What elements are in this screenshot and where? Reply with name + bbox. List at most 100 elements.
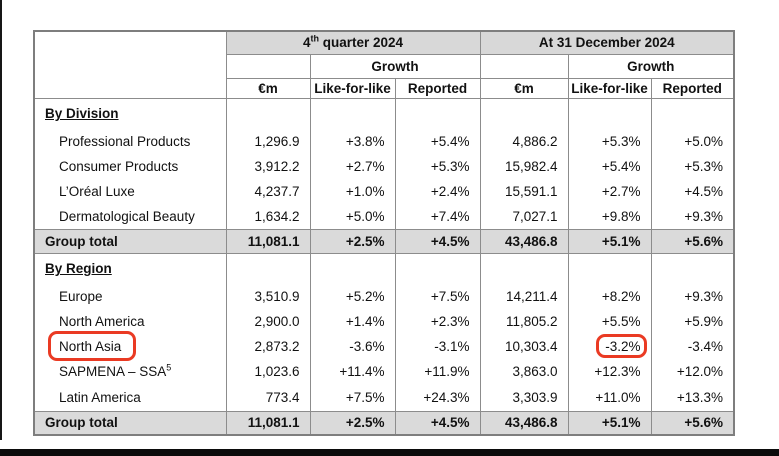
fy-2024-title: At 31 December 2024	[479, 31, 734, 55]
cell-fy-eur: 43,486.8	[479, 410, 568, 435]
cell-q4-eur: 11,081.1	[225, 228, 310, 254]
cell-fy-lfl: +5.5%	[567, 309, 651, 334]
cell-fy-rep: +5.0%	[650, 129, 734, 154]
cell-fy-rep: +5.6%	[650, 228, 734, 254]
row-north-asia: North Asia 2,873.2 -3.6% -3.1% 10,303.4 …	[34, 331, 734, 361]
cell-q4-lfl: +11.4%	[309, 359, 395, 384]
cell-fy-rep: +5.9%	[650, 309, 734, 334]
row-group-total-division: Group total 11,081.1 +2.5% +4.5% 43,486.…	[34, 228, 734, 254]
row-label: Europe	[59, 289, 103, 304]
row-label: SAPMENA – SSA5	[59, 362, 172, 379]
cell-q4-lfl: +2.7%	[309, 154, 395, 179]
fy-lfl-header: Like-for-like	[567, 78, 651, 99]
cell-fy-eur: 11,805.2	[479, 309, 568, 334]
row-europe: Europe 3,510.9 +5.2% +7.5% 14,211.4 +8.2…	[34, 284, 734, 309]
cell-q4-lfl: +5.2%	[309, 284, 395, 309]
north-asia-highlight-box: North Asia	[47, 331, 137, 361]
cell-fy-lfl: +5.1%	[567, 410, 651, 435]
cell-fy-lfl: +5.4%	[567, 154, 651, 179]
cell-q4-eur: 1,296.9	[225, 129, 310, 154]
header-period-row: 4th quarter 2024 At 31 December 2024	[34, 31, 734, 99]
cell-q4-rep: +4.5%	[394, 410, 480, 435]
q4-eur-header: €m	[225, 78, 310, 99]
section-by-division: By Division	[34, 98, 734, 129]
fy-eur-header: €m	[479, 78, 568, 99]
row-professional-products: Professional Products 1,296.9 +3.8% +5.4…	[34, 129, 734, 154]
cell-fy-lfl: +11.0%	[567, 384, 651, 411]
q4-2024-title: 4th quarter 2024	[225, 31, 480, 55]
cell-q4-rep: +7.4%	[394, 204, 480, 229]
row-sapmena-ssa: SAPMENA – SSA5 1,023.6 +11.4% +11.9% 3,8…	[34, 359, 734, 384]
cell-fy-rep: +5.3%	[650, 154, 734, 179]
row-consumer-products: Consumer Products 3,912.2 +2.7% +5.3% 15…	[34, 154, 734, 179]
cell-q4-rep: +24.3%	[394, 384, 480, 411]
cell-q4-lfl: +2.5%	[309, 228, 395, 254]
section-label: By Division	[45, 106, 119, 122]
cell-q4-eur: 2,900.0	[225, 309, 310, 334]
cell-q4-rep: +5.3%	[394, 154, 480, 179]
header-columns-row: €m Like-for-like Reported €m Like-for-li…	[34, 78, 734, 99]
cell-q4-eur: 4,237.7	[225, 179, 310, 204]
cell-q4-eur: 2,873.2	[225, 334, 310, 359]
cell-q4-rep: +11.9%	[394, 359, 480, 384]
header-growth-row: Growth Growth	[34, 54, 734, 79]
total-label: Group total	[34, 410, 226, 435]
cell-fy-lfl: +12.3%	[567, 359, 651, 384]
cell-q4-lfl: +5.0%	[309, 204, 395, 229]
corner-empty-cell	[34, 31, 226, 99]
cell-q4-lfl: +1.0%	[309, 179, 395, 204]
total-label: Group total	[34, 228, 226, 254]
cell-q4-rep: +4.5%	[394, 228, 480, 254]
section-label: By Region	[45, 261, 112, 277]
cell-q4-rep: +7.5%	[394, 284, 480, 309]
cell-fy-rep: +4.5%	[650, 179, 734, 204]
screen-left-edge-artifact	[0, 0, 2, 440]
results-table: 4th quarter 2024 At 31 December 2024 Gro…	[33, 30, 735, 436]
cell-fy-lfl: -3.2%	[567, 334, 651, 359]
cell-q4-eur: 773.4	[225, 384, 310, 411]
cell-fy-eur: 43,486.8	[479, 228, 568, 254]
cell-fy-eur: 4,886.2	[479, 129, 568, 154]
cell-q4-eur: 11,081.1	[225, 410, 310, 435]
fy-lfl-highlight-box: -3.2%	[596, 334, 647, 358]
row-label: Professional Products	[59, 134, 191, 149]
cell-fy-lfl: +5.3%	[567, 129, 651, 154]
screen-bottom-bar-artifact	[0, 449, 779, 456]
row-label: Consumer Products	[59, 159, 179, 174]
cell-q4-lfl: +7.5%	[309, 384, 395, 411]
cell-fy-rep: +13.3%	[650, 384, 734, 411]
cell-q4-lfl: +2.5%	[309, 410, 395, 435]
cell-fy-lfl: +2.7%	[567, 179, 651, 204]
cell-q4-lfl: +1.4%	[309, 309, 395, 334]
fy-reported-header: Reported	[650, 78, 734, 99]
footnote-5-superscript: 5	[166, 362, 172, 373]
cell-fy-lfl: +5.1%	[567, 228, 651, 254]
cell-fy-lfl: +8.2%	[567, 284, 651, 309]
cell-q4-eur: 1,023.6	[225, 359, 310, 384]
cell-fy-rep: +9.3%	[650, 204, 734, 229]
fy-growth-header: Growth	[567, 54, 734, 79]
cell-q4-eur: 3,912.2	[225, 154, 310, 179]
row-loreal-luxe: L’Oréal Luxe 4,237.7 +1.0% +2.4% 15,591.…	[34, 179, 734, 204]
cell-fy-eur: 14,211.4	[479, 284, 568, 309]
cell-q4-lfl: -3.6%	[309, 334, 395, 359]
cell-fy-rep: -3.4%	[650, 334, 734, 359]
cell-q4-rep: +5.4%	[394, 129, 480, 154]
cell-q4-rep: +2.3%	[394, 309, 480, 334]
row-label: L’Oréal Luxe	[59, 184, 135, 199]
row-label: North Asia	[34, 331, 226, 361]
cell-fy-eur: 3,303.9	[479, 384, 568, 411]
cell-fy-rep: +9.3%	[650, 284, 734, 309]
q4-eur-spacer-cell	[225, 54, 310, 79]
q4-title-superscript: th	[310, 33, 319, 44]
row-north-america: North America 2,900.0 +1.4% +2.3% 11,805…	[34, 309, 734, 334]
q4-growth-header: Growth	[309, 54, 480, 79]
section-by-region: By Region	[34, 253, 734, 284]
cell-fy-eur: 15,591.1	[479, 179, 568, 204]
row-label: North America	[59, 314, 145, 329]
row-group-total-region: Group total 11,081.1 +2.5% +4.5% 43,486.…	[34, 410, 734, 435]
row-label: Dermatological Beauty	[59, 208, 195, 224]
cell-fy-rep: +5.6%	[650, 410, 734, 435]
cell-q4-eur: 1,634.2	[225, 204, 310, 229]
